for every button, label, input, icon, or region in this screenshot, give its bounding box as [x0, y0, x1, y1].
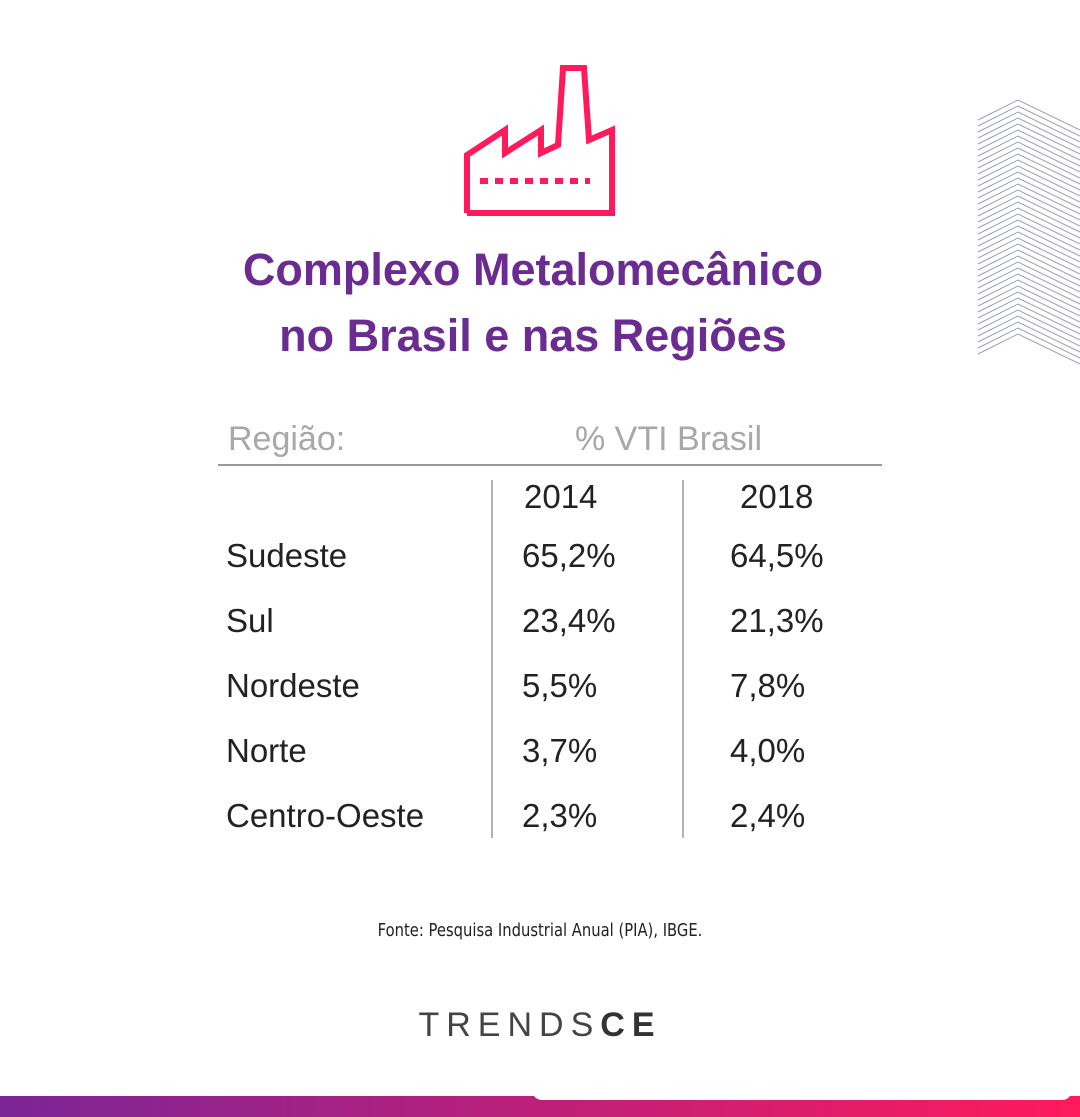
- year-header: 2014: [524, 478, 598, 515]
- stripe: [977, 249, 1080, 281]
- source: Fonte: Pesquisa Industrial Anual (PIA), …: [377, 920, 703, 941]
- title-line: no Brasil e nas Regiões: [279, 310, 787, 361]
- factory-icon: [464, 65, 615, 216]
- value-cell: 2,3%: [522, 797, 598, 834]
- value-cell: 2,4%: [730, 797, 806, 834]
- stripe: [977, 99, 1080, 131]
- stripe: [977, 303, 1080, 335]
- stripe: [977, 141, 1080, 173]
- column-header: % VTI Brasil: [575, 420, 763, 458]
- stripe: [977, 333, 1080, 365]
- stripe: [977, 117, 1080, 149]
- title-line: Complexo Metalomecânico: [242, 244, 824, 295]
- value-cell: 23,4%: [522, 602, 616, 639]
- stripe: [977, 291, 1080, 323]
- stripe: [977, 123, 1080, 155]
- logo: TRENDSCE: [0, 1006, 1080, 1045]
- stripe: [977, 159, 1080, 191]
- value-cell: 21,3%: [730, 602, 824, 639]
- logo-part: CE: [600, 1006, 662, 1044]
- value-cell: 4,0%: [730, 732, 806, 769]
- stripe: [977, 189, 1080, 221]
- stripe: [977, 231, 1080, 263]
- stripe: [977, 147, 1080, 179]
- stripe: [977, 225, 1080, 257]
- stripe: [977, 315, 1080, 347]
- value-cell: 65,2%: [522, 537, 616, 574]
- stripe: [977, 219, 1080, 251]
- stripe: [977, 201, 1080, 233]
- bottom-bar: [0, 1096, 1080, 1117]
- stripe: [977, 135, 1080, 167]
- stripe-pattern: [977, 99, 1080, 365]
- stripe: [977, 165, 1080, 197]
- stripe: [977, 267, 1080, 299]
- stripe: [977, 327, 1080, 359]
- logo-part: TRENDS: [418, 1006, 601, 1044]
- region-cell: Centro-Oeste: [226, 797, 425, 834]
- value-cell: 5,5%: [522, 667, 598, 704]
- stripe: [977, 261, 1080, 293]
- stripe: [977, 195, 1080, 227]
- stripe: [977, 213, 1080, 245]
- year-header: 2018: [740, 478, 814, 515]
- region-cell: Norte: [226, 732, 307, 769]
- stripe: [977, 207, 1080, 239]
- stripe: [977, 177, 1080, 209]
- value-cell: 3,7%: [522, 732, 598, 769]
- stripe: [977, 273, 1080, 305]
- stripe: [977, 171, 1080, 203]
- stripe: [977, 111, 1080, 143]
- stripe: [977, 237, 1080, 269]
- bottom-tab: [532, 1078, 1072, 1100]
- region-cell: Nordeste: [226, 667, 360, 704]
- value-cell: 7,8%: [730, 667, 806, 704]
- column-header: Região:: [228, 420, 346, 458]
- value-cell: 64,5%: [730, 537, 824, 574]
- stripe: [977, 255, 1080, 287]
- stripe: [977, 183, 1080, 215]
- stripe: [977, 279, 1080, 311]
- stripe: [977, 105, 1080, 137]
- stripe: [977, 153, 1080, 185]
- stripe: [977, 321, 1080, 353]
- stripe: [977, 243, 1080, 275]
- stripe: [977, 129, 1080, 161]
- stripe: [977, 309, 1080, 341]
- region-cell: Sudeste: [226, 537, 348, 574]
- stripe: [977, 285, 1080, 317]
- region-cell: Sul: [226, 602, 274, 639]
- stripe: [977, 297, 1080, 329]
